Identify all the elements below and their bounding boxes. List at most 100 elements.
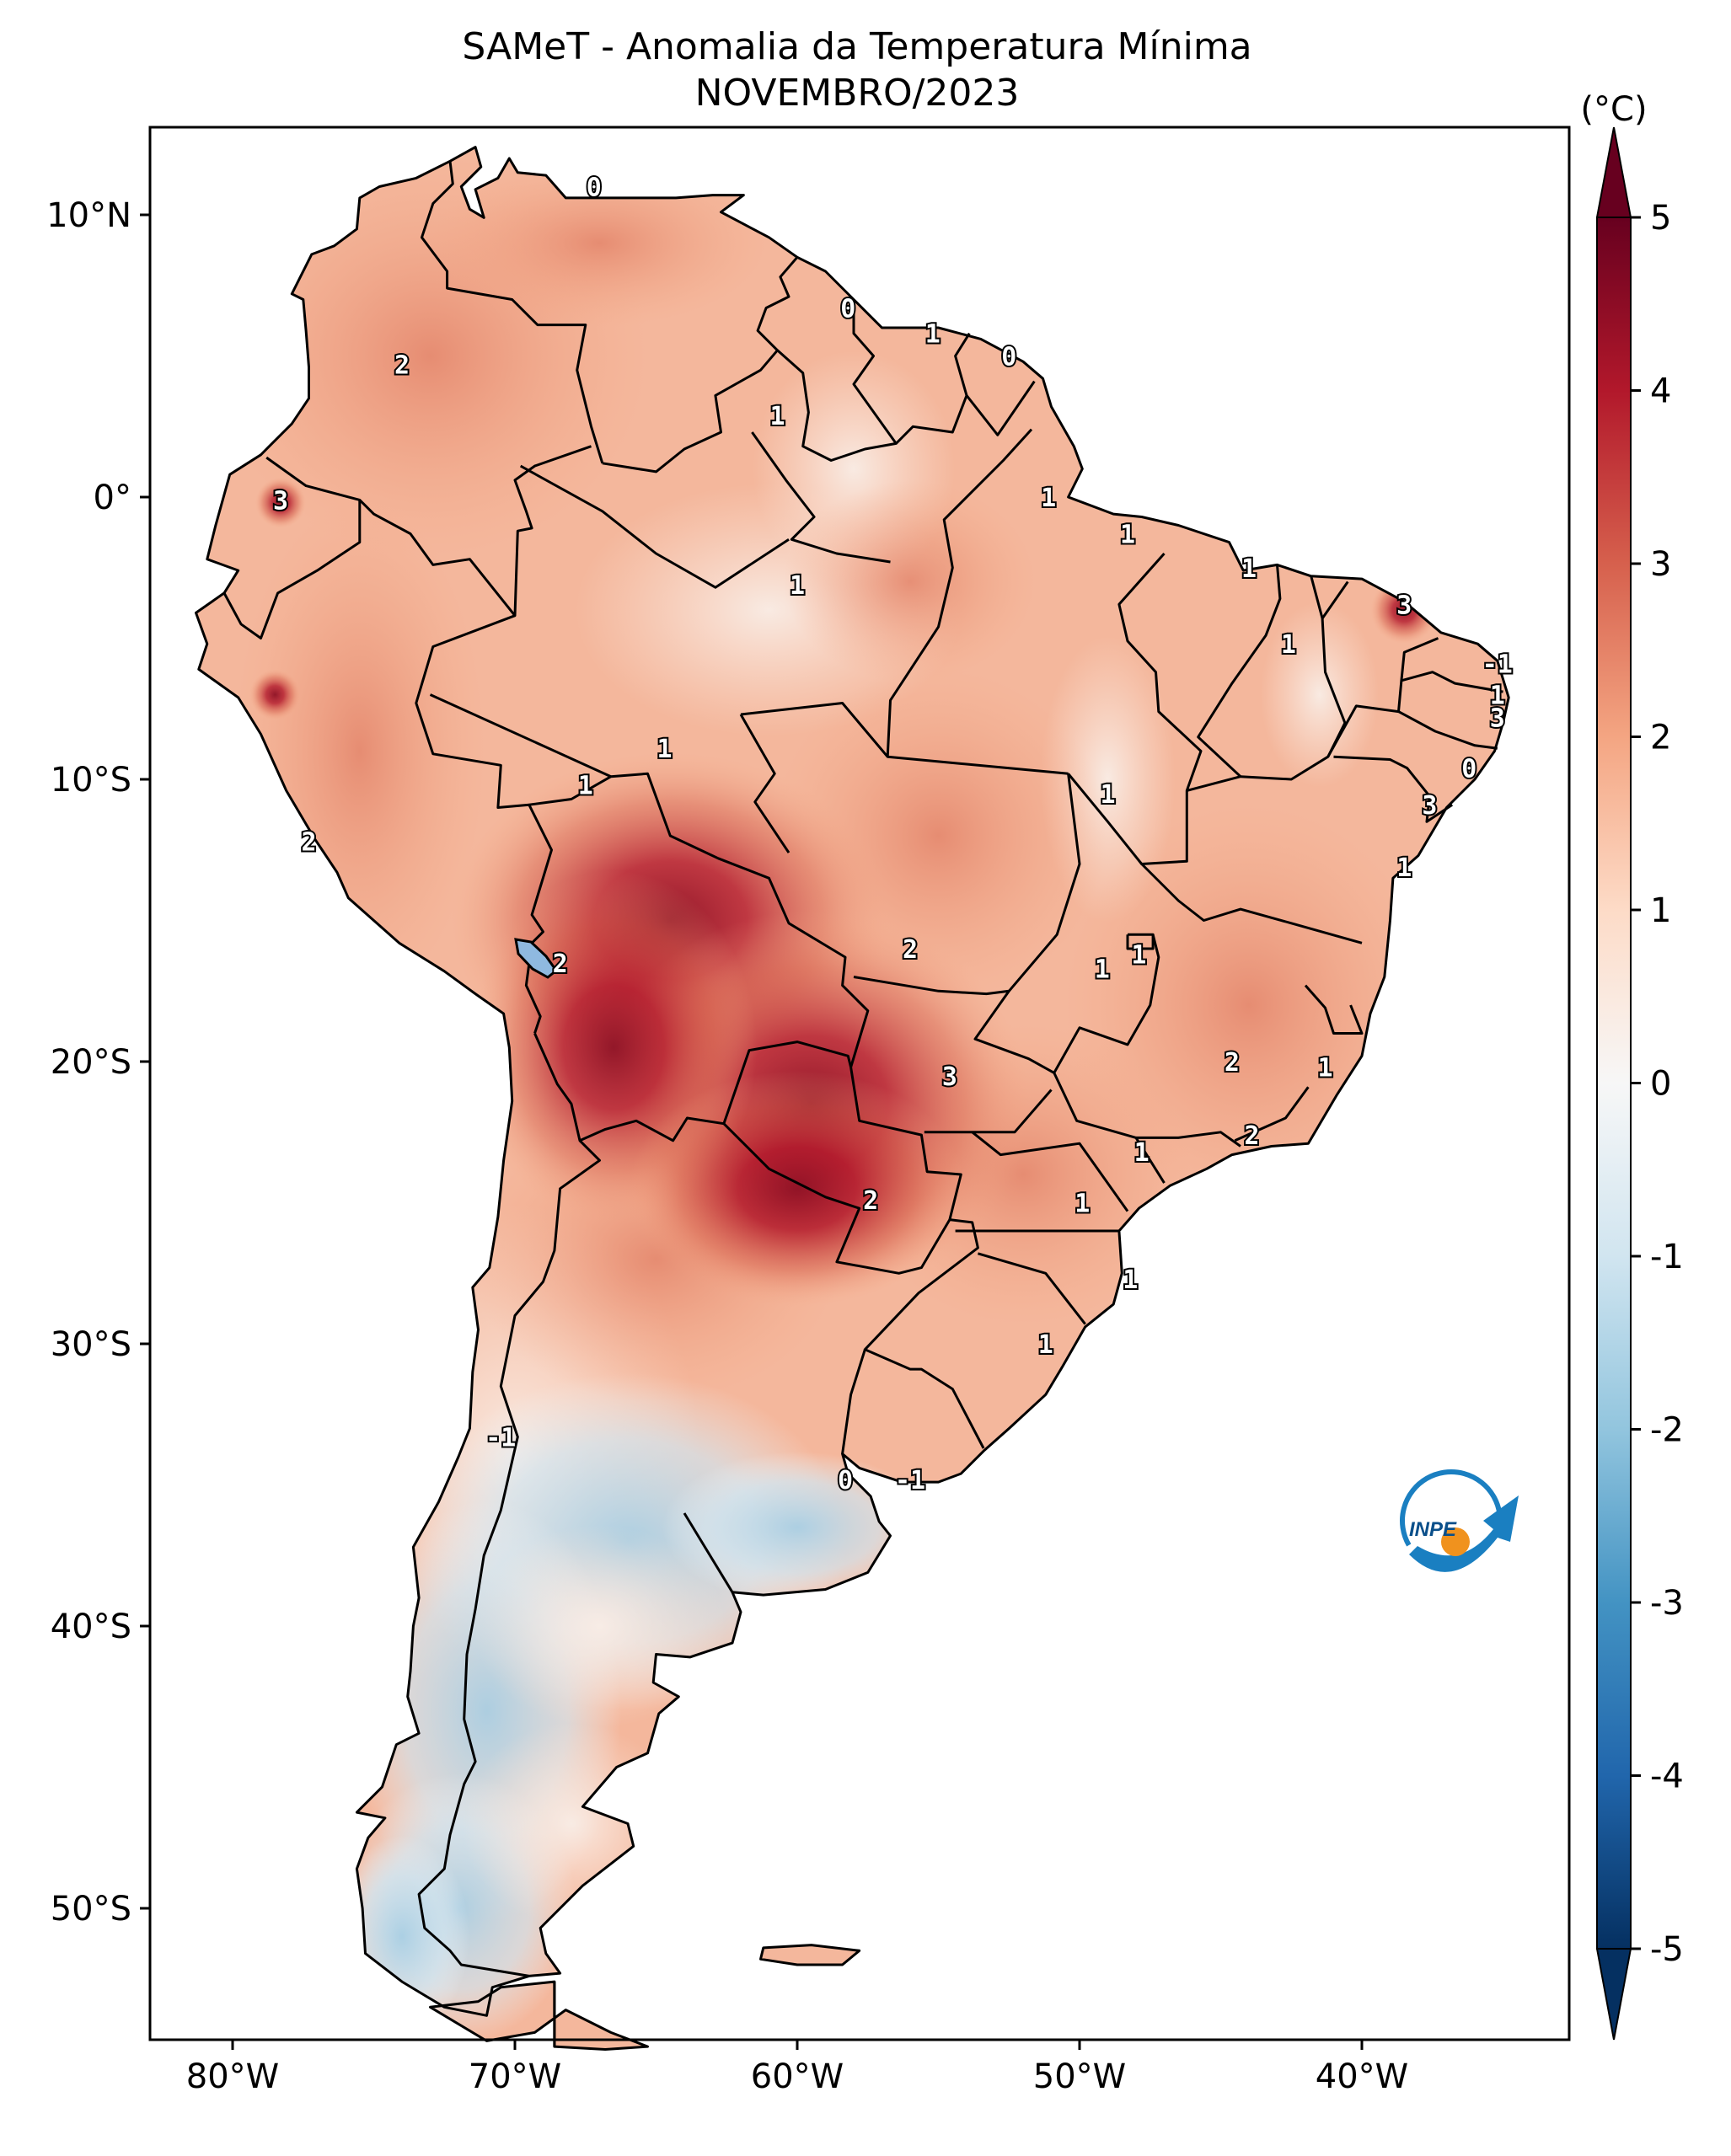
inpe-logo: INPE [1400,1469,1519,1572]
contour-label: 3 [1396,591,1412,620]
contour-label: 2 [301,828,316,858]
contour-label: 1 [1396,853,1412,883]
lon-tick-label: 60°W [751,2057,844,2096]
lat-tick-label: 50°S [51,1890,131,1929]
south-america-land [196,147,1509,2050]
colorbar-tick-label: 3 [1650,545,1671,584]
contour-label: 1 [790,571,805,601]
border-line [1197,564,1282,778]
border-line [751,431,891,564]
lon-tick-label: 70°W [469,2057,561,2096]
colorbar-tick-label: 5 [1650,199,1671,238]
lon-tick-label: 80°W [186,2057,279,2096]
lat-tick-label: 0° [94,479,131,517]
contour-label: 1 [578,772,593,801]
contour-label: 1 [1100,780,1115,810]
contour-label: -1 [895,1466,925,1495]
lat-tick-label: 10°S [51,761,131,800]
map-title: SAMeT - Anomalia da Temperatura Mínima [462,25,1251,68]
contour-label: 1 [1123,1265,1138,1295]
contour-label: 2 [903,935,918,965]
contour-label: 1 [1131,941,1146,971]
contour-label: 1 [1134,1138,1150,1168]
border-line [1053,934,1160,1074]
longitude-axis: 80°W 70°W 60°W 50°W 40°W [186,2040,1408,2096]
anomaly-patch [255,477,306,528]
contour-label: 1 [1241,554,1257,584]
border-line [429,693,612,778]
border-line [886,428,1033,757]
colorbar-tick-label: 1 [1650,891,1671,930]
contour-label: 1 [1095,955,1110,984]
colorbar-unit: (°C) [1580,90,1647,129]
contour-label: 2 [553,950,568,979]
contour-label: 3 [1422,791,1437,821]
border-line [841,1349,866,1454]
contour-label: 1 [1041,484,1056,513]
lat-tick-label: 20°S [51,1043,131,1082]
anomaly-patch [249,669,301,720]
contour-label: 1 [1120,521,1135,550]
colorbar-tick-label: 2 [1650,719,1671,757]
inpe-logo-text: INPE [1409,1518,1457,1541]
border-line [683,1512,734,1593]
border-line [1304,984,1364,1035]
anomaly-patch [784,480,1037,683]
lat-tick-label: 40°S [51,1608,131,1646]
colorbar-tick-label: -4 [1650,1757,1684,1796]
contour-label: 2 [1225,1048,1240,1078]
border-line [533,1032,853,1142]
map-border [148,126,1571,2041]
anomaly-patch [629,1070,966,1307]
border-line [740,702,1069,775]
anomaly-patch [1260,602,1379,788]
colorbar-tick-label: -1 [1650,1238,1684,1276]
border-line [853,976,1010,996]
border-line [924,1089,1053,1134]
border-line [602,256,799,473]
latitude-axis: 10°N 0° 10°S 20°S 30°S 40°S 50°S [46,196,150,1929]
border-line [415,614,553,1034]
lat-tick-label: 10°N [46,196,131,235]
contour-label: 1 [1038,1330,1053,1360]
lon-tick-label: 40°W [1316,2057,1408,2096]
border-line [222,500,362,639]
contour-label: 3 [273,486,288,516]
colorbar-tick-label: 4 [1650,372,1671,411]
border-line [776,332,971,462]
lake-titicaca [514,938,559,979]
border-line [1321,580,1349,619]
border-line [1140,863,1363,944]
border-line [973,773,1241,1148]
border-line [417,1139,601,1977]
border-line [852,299,898,445]
border-line [1134,1137,1166,1184]
contour-label: 2 [394,351,410,381]
border-line [519,464,790,589]
colorbar: (°C) 5 4 3 2 1 0 -1 -2 -3 -4 -5 [1580,90,1684,2041]
colorbar-tick-label: -5 [1650,1930,1684,1969]
lat-tick-label: 30°S [51,1325,131,1364]
contour-label: 1 [1281,630,1296,660]
contour-label: -1 [485,1424,516,1453]
colorbar-tick-label: -2 [1650,1411,1684,1450]
border-line [1397,671,1503,712]
border-line [722,1067,962,1275]
contour-label: 1 [925,320,941,350]
border-line [977,1252,1086,1325]
contour-label: 3 [942,1062,957,1092]
contour-label: 3 [1490,704,1505,733]
border-line [421,161,604,464]
border-line [1400,637,1439,681]
contour-label: 0 [840,295,855,324]
contour-label: 0 [1461,755,1476,784]
colorbar-tick-label: -3 [1650,1584,1684,1623]
border-line [739,714,790,853]
border-line [965,380,1036,436]
colorbar-tick-label: 0 [1650,1065,1671,1104]
border-line [1067,553,1203,865]
contour-label: 1 [769,402,785,431]
colorbar-gradient [1596,217,1632,1950]
contour-label: 2 [1244,1121,1259,1151]
